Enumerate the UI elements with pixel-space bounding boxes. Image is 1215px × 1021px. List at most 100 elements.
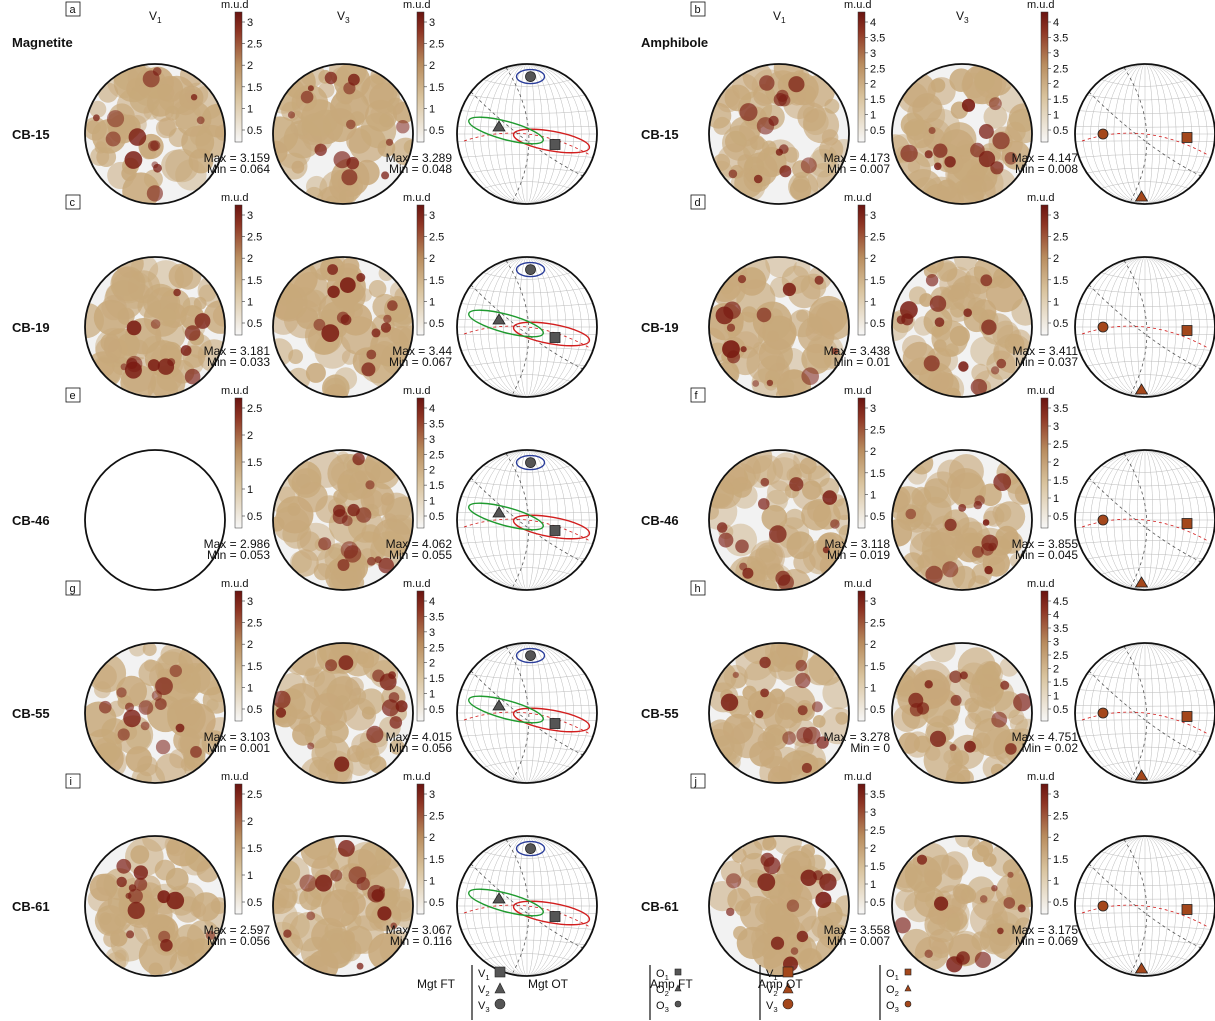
panel-row-cb-55: gCB-55m.u.d32.521.510.5m.u.d43.532.521.5… [12,578,1215,784]
v1-square-marker [549,332,561,343]
v2-confidence-ellipse [468,695,544,724]
girdle-great-circle [463,904,591,928]
great-circle [470,863,584,949]
colorbar-tick-label: 2.5 [870,618,885,630]
colorbar-tick-label: 1.5 [247,275,262,287]
pole-figure-border [272,256,414,398]
sample-label: CB-55 [12,706,50,721]
panel-letter-box [65,1,81,17]
colorbar-tick-label: 0.5 [429,704,444,716]
colorbar-unit: m.u.d [221,0,249,11]
colorbar-tick-label: 1.5 [429,480,444,492]
legend-item-label: V1 [478,968,490,982]
pole-figure-border [84,835,226,977]
colorbar-tick-label: 4 [1053,610,1059,622]
v1-square-marker [549,911,561,922]
colorbar-tick-label: 3 [870,596,876,608]
colorbar-tick-label: 0.5 [429,897,444,909]
colorbar-tick-label: 3 [870,48,876,60]
colorbar-tick-label: 3.5 [870,789,885,801]
magnetite-panel-a: a V1 V3 CB-15 m.u.d 3 2.5 2 1.5 1 0.5 m.u.d 3 2.5 2 1.5… [12,0,598,205]
colorbar-unit: m.u.d [221,578,249,590]
pole-figure-border [708,835,850,977]
girdle-great-circle [463,518,591,542]
min-value: Min = 0 [850,741,890,755]
colorbar-tick-label: 1.5 [1053,677,1068,689]
colorbar-tick-label: 1 [870,879,876,891]
legend-item-label: V2 [478,984,490,998]
v1-confidence-ellipse [512,514,591,540]
colorbar-tick-label: 0.5 [1053,897,1068,909]
max-value: Max = 3.558 [824,923,891,937]
legend-item-label: O2 [656,984,669,998]
stereonet-border [1074,256,1215,398]
v3-circle-marker [1097,321,1109,333]
panel-letter: d [695,197,701,209]
pole-figure-border [708,449,850,591]
colorbar [416,11,425,143]
colorbar-tick-label: 3 [870,210,876,222]
colorbar-unit: m.u.d [1027,385,1055,397]
min-value: Min = 0.008 [1015,162,1078,176]
colorbar [1040,11,1049,143]
sample-label: CB-55 [641,706,679,721]
panel-letter: e [70,390,76,402]
min-value: Min = 0.067 [389,355,452,369]
colorbar-tick-label: 1.5 [870,661,885,673]
colorbar-tick-label: 1.5 [247,82,262,94]
colorbar-tick-label: 3 [247,596,253,608]
pole-figure-border [84,449,226,591]
wulff-net-grid [457,256,597,398]
v1-square-marker [1181,132,1193,143]
colorbar-unit: m.u.d [403,192,431,204]
panel-letter-box [690,773,706,789]
colorbar-tick-label: 2 [870,253,876,265]
legend-item-label: V2 [766,984,778,998]
panel-letter: j [694,776,697,788]
min-value: Min = 0.007 [827,162,890,176]
amphibole-panel-d: d CB-19 m.u.d 3 2.5 2 1.5 1 0.5 m.u.d 3 2.5 2 1.5 1 0.5… [641,192,1215,398]
colorbar-tick-label: 2 [429,832,435,844]
header-v1: V1 [149,9,162,25]
legend-square-icon [904,968,912,976]
v3-circle-marker [1097,900,1109,912]
colorbar-tick-label: 2.5 [429,232,444,244]
v3-confidence-ellipse [515,261,546,278]
colorbar-tick-label: 0.5 [247,318,262,330]
colorbar-tick-label: 1 [247,484,253,496]
colorbar [1040,204,1049,336]
colorbar-tick-label: 0.5 [247,897,262,909]
colorbar-unit: m.u.d [221,771,249,783]
colorbar-tick-label: 1 [870,682,876,694]
colorbar-tick-label: 0.5 [429,125,444,137]
colorbar [1040,783,1049,915]
colorbar-tick-label: 2.5 [870,63,885,75]
legend-item-label: O3 [886,1000,899,1014]
min-value: Min = 0.055 [389,548,452,562]
panel-letter-box [690,387,706,403]
min-value: Min = 0.048 [389,162,452,176]
colorbar [234,783,243,915]
colorbar-unit: m.u.d [403,385,431,397]
colorbar-tick-label: 0.5 [429,511,444,523]
colorbar-tick-label: 2 [247,639,253,651]
colorbar-tick-label: 1.5 [429,275,444,287]
colorbar-tick-label: 3 [1053,48,1059,60]
v1-confidence-ellipse [512,128,591,154]
stereonet-border [456,449,598,591]
great-circle [1088,863,1202,949]
v2-confidence-ellipse [468,888,544,917]
pole-figure-border [891,63,1033,205]
colorbar-tick-label: 3 [1053,789,1059,801]
min-value: Min = 0.064 [207,162,270,176]
v1-square-marker [549,718,561,729]
colorbar-tick-label: 1 [247,870,253,882]
colorbar-tick-label: 0.5 [429,318,444,330]
colorbar-unit: m.u.d [221,385,249,397]
colorbar-tick-label: 0.5 [1053,125,1068,137]
v1-confidence-ellipse [512,707,591,733]
colorbar-tick-label: 4 [429,403,435,415]
colorbar-tick-label: 1.5 [870,275,885,287]
legend-group-amp-ot: O1 O2 O3 Amp OT [758,965,912,1020]
